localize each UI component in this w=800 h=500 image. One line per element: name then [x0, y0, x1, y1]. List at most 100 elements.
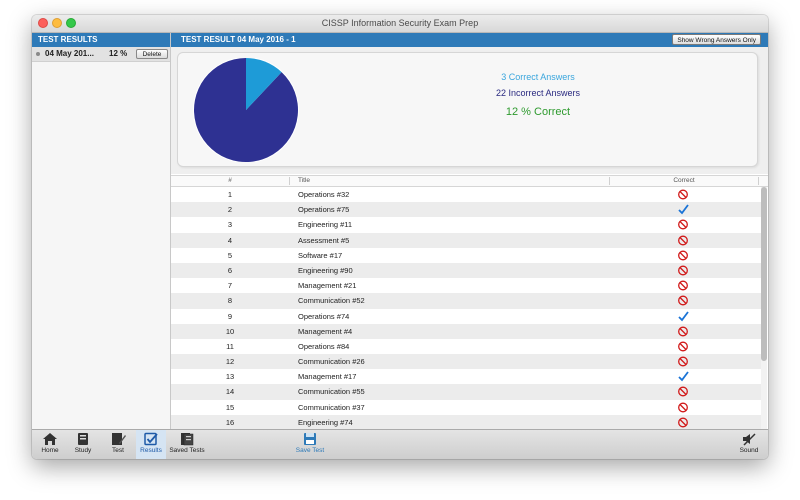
saved-tests-label: Saved Tests [169, 447, 205, 454]
row-title: Operations #74 [298, 311, 350, 321]
zoom-window-button[interactable] [66, 18, 76, 28]
table-header: # Title Correct [171, 175, 768, 187]
bullet-icon [36, 52, 40, 56]
study-label: Study [74, 447, 92, 454]
row-title: Management #4 [298, 326, 353, 336]
row-number: 4 [227, 235, 233, 245]
pie-slice-correct [246, 58, 282, 110]
row-title: Engineering #74 [298, 417, 353, 427]
table-row[interactable]: 13 Management #17 [171, 369, 761, 384]
summary-panel: 3 Correct Answers 22 Incorrect Answers 1… [177, 52, 758, 167]
prohibited-icon [678, 295, 688, 306]
result-pie-chart [193, 58, 299, 162]
table-row[interactable]: 9 Operations #74 [171, 309, 761, 324]
test-button[interactable]: Test [106, 430, 130, 459]
table-row[interactable]: 6 Engineering #90 [171, 262, 761, 279]
row-title: Operations #84 [298, 341, 350, 351]
row-number: 8 [227, 296, 233, 306]
sound-label: Sound [739, 447, 759, 454]
correct-answers-count: 3 Correct Answers [501, 72, 575, 82]
row-number: 1 [227, 190, 233, 199]
bottom-toolbar: Home Study Test Results [32, 429, 768, 459]
checkmark-icon [678, 310, 689, 321]
row-title: Communication #52 [298, 296, 365, 306]
table-row[interactable]: 4 Assessment #5 [171, 232, 761, 248]
prohibited-icon [678, 402, 688, 413]
prohibited-icon [678, 235, 688, 246]
column-divider [289, 177, 290, 185]
table-body: 1 Operations #32 2 Operations #75 3 Engineeri… [171, 187, 761, 445]
sidebar-header: TEST RESULTS [32, 33, 170, 47]
prohibited-icon [678, 386, 688, 397]
speaker-muted-icon [743, 433, 756, 446]
prohibited-icon [678, 219, 688, 230]
sound-button[interactable]: Sound [736, 430, 762, 459]
row-title: Communication #55 [298, 387, 365, 397]
result-date: 04 May 201... [45, 49, 94, 58]
save-test-label: Save Test [295, 447, 325, 454]
table-row[interactable]: 11 Operations #84 [171, 339, 761, 354]
results-table: # Title Correct 1 Operations #32 2 Operatio… [171, 175, 768, 443]
scrollbar-thumb[interactable] [761, 187, 767, 361]
save-test-button[interactable]: Save Test [292, 430, 328, 459]
row-number: 7 [227, 281, 233, 291]
sidebar: TEST RESULTS 04 May 201... 12 % Delete [32, 33, 171, 429]
home-button[interactable]: Home [38, 430, 62, 459]
book-icon [78, 433, 88, 445]
table-row[interactable]: 7 Management #21 [171, 278, 761, 293]
percent-correct: 12 % Correct [505, 106, 571, 118]
column-header-correct[interactable]: Correct [673, 177, 695, 184]
table-row[interactable]: 12 Communication #26 [171, 354, 761, 370]
row-title: Engineering #11 [298, 220, 353, 230]
close-window-button[interactable] [38, 18, 48, 28]
incorrect-answers-count: 22 Incorrect Answers [495, 88, 581, 98]
row-number: 9 [227, 311, 233, 321]
results-button[interactable]: Results [136, 430, 166, 459]
sidebar-result-item[interactable]: 04 May 201... 12 % Delete [32, 47, 170, 62]
show-wrong-answers-button[interactable]: Show Wrong Answers Only [672, 34, 761, 45]
row-title: Management #17 [298, 372, 357, 382]
window-title: CISSP Information Security Exam Prep [321, 18, 479, 28]
main-header: TEST RESULT 04 May 2016 - 1 Show Wrong A… [171, 33, 768, 47]
home-icon [43, 433, 57, 445]
table-row[interactable]: 8 Communication #52 [171, 293, 761, 309]
column-divider [609, 177, 610, 185]
delete-button[interactable]: Delete [136, 49, 168, 59]
test-label: Test [112, 447, 124, 454]
table-row[interactable]: 15 Communication #37 [171, 400, 761, 415]
prohibited-icon [678, 356, 688, 367]
row-number: 11 [226, 341, 234, 351]
prohibited-icon [678, 280, 688, 291]
row-number: 5 [227, 250, 233, 260]
app-window: CISSP Information Security Exam Prep TES… [32, 15, 768, 459]
prohibited-icon [678, 341, 688, 352]
table-row[interactable]: 5 Software #17 [171, 248, 761, 263]
row-number: 2 [227, 205, 233, 215]
prohibited-icon [678, 250, 688, 261]
column-divider [758, 177, 759, 185]
row-title: Communication #37 [298, 402, 365, 412]
main-panel: TEST RESULT 04 May 2016 - 1 Show Wrong A… [171, 33, 768, 443]
row-title: Software #17 [298, 250, 343, 260]
study-button[interactable]: Study [70, 430, 96, 459]
minimize-window-button[interactable] [52, 18, 62, 28]
row-number: 13 [225, 372, 235, 382]
row-number: 16 [225, 417, 235, 427]
saved-tests-button[interactable]: Saved Tests [168, 430, 206, 459]
table-row[interactable]: 16 Engineering #74 [171, 414, 761, 430]
checkmark-icon [678, 204, 689, 215]
table-row[interactable]: 1 Operations #32 [171, 187, 761, 202]
table-row[interactable]: 14 Communication #55 [171, 384, 761, 400]
table-row[interactable]: 3 Engineering #11 [171, 217, 761, 232]
prohibited-icon [678, 417, 688, 428]
column-header-number[interactable]: # [228, 177, 232, 184]
summary-area: 3 Correct Answers 22 Incorrect Answers 1… [171, 47, 768, 174]
row-title: Communication #26 [298, 357, 365, 367]
table-row[interactable]: 10 Management #4 [171, 323, 761, 339]
test-icon [112, 433, 126, 445]
column-header-title[interactable]: Title [298, 177, 311, 184]
prohibited-icon [678, 326, 688, 337]
row-title: Assessment #5 [298, 235, 350, 245]
vertical-scrollbar[interactable] [761, 187, 767, 431]
table-row[interactable]: 2 Operations #75 [171, 202, 761, 218]
